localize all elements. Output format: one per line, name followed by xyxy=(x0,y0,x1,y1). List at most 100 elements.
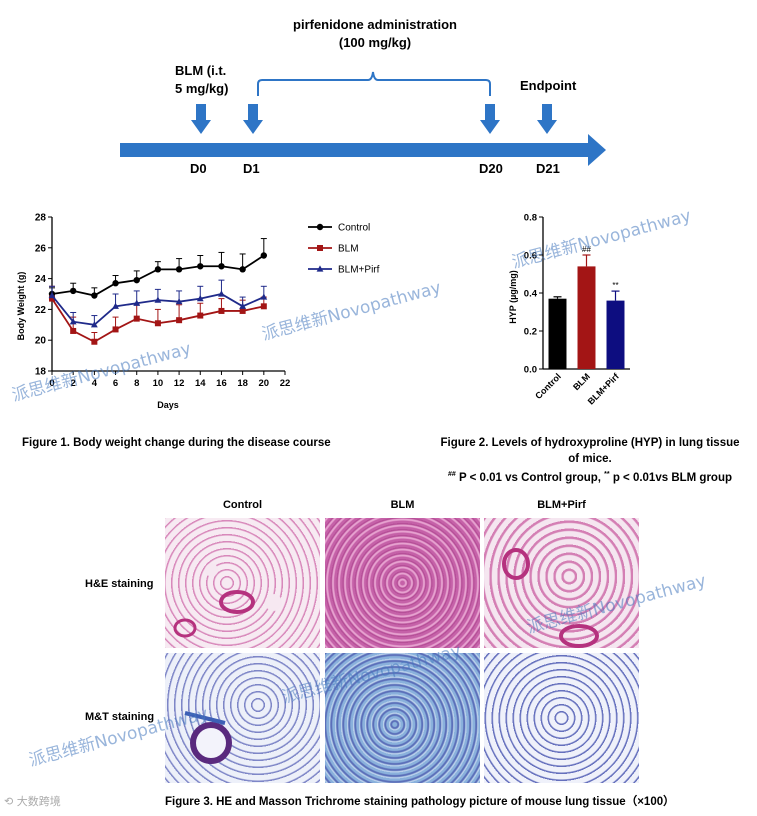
data-point xyxy=(90,321,98,328)
x-axis-label: Days xyxy=(157,400,179,410)
day-label: D20 xyxy=(479,161,503,176)
data-point xyxy=(48,291,56,299)
timeline-arrow-shaft xyxy=(120,143,590,157)
he-blm-pirf-image xyxy=(484,518,639,648)
row-label-he: H&E staining xyxy=(85,578,154,590)
y-tick-label: 18 xyxy=(35,367,47,378)
series-blm-pirf xyxy=(48,279,268,328)
y-tick-label: 28 xyxy=(35,213,47,224)
data-point xyxy=(197,263,204,270)
data-point xyxy=(133,315,140,322)
timeline-arrow-head xyxy=(588,134,606,166)
data-point xyxy=(91,292,98,299)
pirf-title: pirfenidone administration (100 mg/kg) xyxy=(293,17,457,50)
day-label: D1 xyxy=(243,161,260,176)
significance-mark: ## xyxy=(582,245,591,254)
x-tick-label: 22 xyxy=(280,378,291,389)
column-header-blm-pirf: BLM+Pirf xyxy=(537,499,586,511)
figure-2-caption: Figure 2. Levels of hydroxyproline (HYP)… xyxy=(430,435,750,486)
mt-control-image xyxy=(165,653,320,783)
column-header-control: Control xyxy=(222,499,263,511)
down-arrow-icon xyxy=(480,104,500,134)
hyp-bar-chart: 0.0 0.2 0.4 0.6 0.8 Control ## BLM ** BLM+Pirf H… xyxy=(508,213,630,407)
down-arrow-icon xyxy=(537,104,557,134)
y-tick-label: 0.8 xyxy=(524,213,537,224)
data-point xyxy=(69,318,77,325)
category-label: BLM xyxy=(571,371,592,392)
figure-3-caption: Figure 3. HE and Masson Trichrome staini… xyxy=(165,796,675,808)
x-tick-label: 6 xyxy=(113,378,118,389)
data-point xyxy=(112,302,119,309)
legend-marker xyxy=(316,223,324,231)
x-tick-label: 12 xyxy=(174,378,185,389)
data-point xyxy=(260,252,268,259)
significance-note: ## P < 0.01 vs Control group, ** p < 0.0… xyxy=(448,471,732,484)
y-tick-label: 0.4 xyxy=(524,289,538,300)
timeline-graphic xyxy=(120,71,606,166)
mt-blm-pirf-image xyxy=(484,653,639,783)
x-tick-label: 18 xyxy=(237,378,248,389)
series-control xyxy=(48,238,268,299)
x-tick-label: 0 xyxy=(49,378,54,389)
data-point xyxy=(112,280,119,287)
data-point xyxy=(69,287,77,295)
significance-mark: ** xyxy=(612,281,618,290)
y-tick-label: 0.6 xyxy=(524,251,537,262)
endpoint-label: Endpoint xyxy=(520,78,577,93)
bar xyxy=(606,300,625,369)
legend-marker xyxy=(317,245,323,251)
data-point xyxy=(133,276,140,284)
legend-label: Control xyxy=(338,223,370,234)
y-tick-label: 0.2 xyxy=(524,327,537,338)
data-point xyxy=(260,293,268,300)
data-point xyxy=(175,298,183,305)
data-point xyxy=(239,302,247,309)
data-point xyxy=(133,299,141,306)
down-arrow-icon xyxy=(191,104,211,134)
bar xyxy=(548,298,567,369)
x-tick-label: 4 xyxy=(92,378,98,389)
data-point xyxy=(218,263,225,270)
data-point xyxy=(239,266,246,273)
legend-label: BLM+Pirf xyxy=(338,265,380,276)
row-label-mt: M&T staining xyxy=(85,711,155,723)
data-point xyxy=(49,295,55,302)
day-label: D0 xyxy=(190,161,207,176)
logo-icon: ⟲ xyxy=(4,795,14,808)
data-point xyxy=(218,290,225,297)
data-point xyxy=(175,266,183,273)
y-tick-label: 0.0 xyxy=(524,365,537,376)
day-label: D21 xyxy=(536,161,560,176)
data-point xyxy=(112,326,119,333)
x-tick-label: 16 xyxy=(216,378,227,389)
x-tick-label: 20 xyxy=(259,378,270,389)
data-point xyxy=(218,307,225,314)
data-point xyxy=(196,295,204,302)
y-tick-label: 20 xyxy=(35,336,47,347)
y-tick-label: 22 xyxy=(35,305,47,316)
data-point xyxy=(176,317,183,324)
figure-1-caption: Figure 1. Body weight change during the … xyxy=(22,437,331,449)
blm-dose-label: BLM (i.t. 5 mg/kg) xyxy=(175,63,229,96)
legend-label: BLM xyxy=(338,244,359,255)
corner-logo: ⟲ 大数跨境 xyxy=(4,795,61,808)
x-tick-label: 10 xyxy=(153,378,164,389)
he-control-image xyxy=(165,518,320,648)
administration-bracket xyxy=(257,71,491,96)
x-tick-label: 8 xyxy=(134,378,139,389)
category-label: BLM+Pirf xyxy=(586,371,622,407)
column-header-blm: BLM xyxy=(390,499,415,511)
bar xyxy=(577,266,596,369)
y-axis-label: Body Weight (g) xyxy=(16,272,26,341)
down-arrow-icon xyxy=(243,104,263,134)
x-tick-label: 14 xyxy=(195,378,206,389)
data-point xyxy=(154,296,162,303)
data-point xyxy=(239,307,246,314)
data-point xyxy=(260,303,267,310)
data-point xyxy=(70,327,77,334)
he-blm-image xyxy=(325,518,480,648)
legend-marker xyxy=(316,265,324,272)
data-point xyxy=(197,312,204,319)
x-tick-label: 2 xyxy=(71,378,76,389)
